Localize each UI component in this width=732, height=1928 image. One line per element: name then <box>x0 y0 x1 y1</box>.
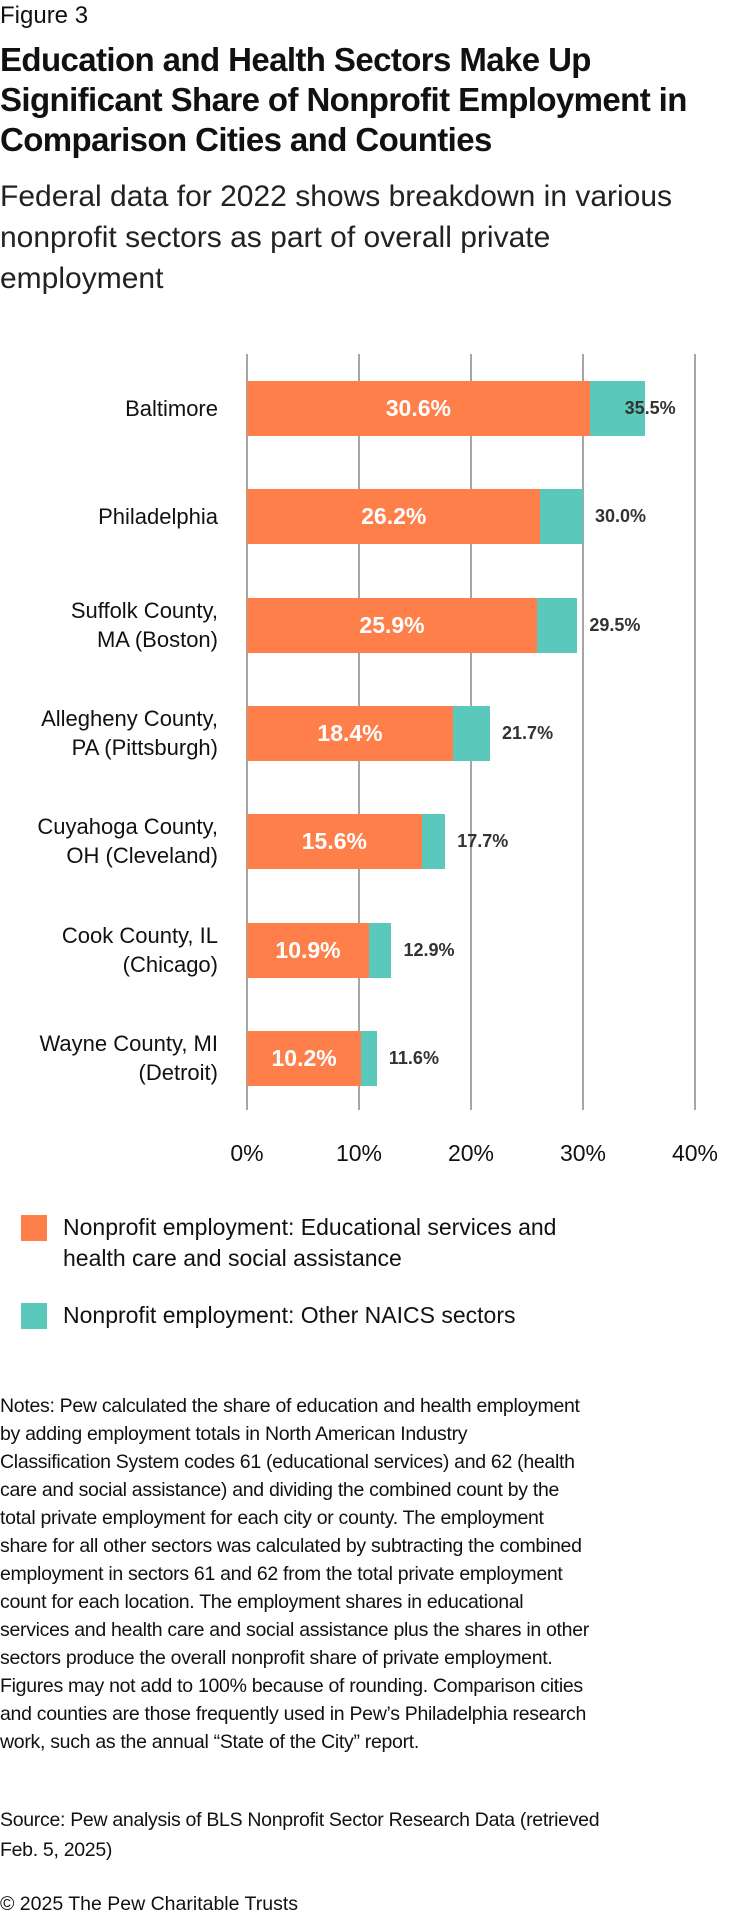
category-label-line: Cuyahoga County, <box>37 814 218 840</box>
gridline <box>582 354 584 1110</box>
bar-value-label: 30.6% <box>385 395 451 421</box>
category-label-line: Allegheny County, <box>41 705 218 731</box>
category-label-line: OH (Cleveland) <box>66 843 218 869</box>
bar-other-sectors <box>421 814 446 870</box>
bar-other-sectors <box>540 489 583 545</box>
legend-swatch <box>21 1303 47 1329</box>
category-label: Cuyahoga County, OH (Cleveland) <box>0 812 218 870</box>
bar-value-label: 10.9% <box>275 936 341 963</box>
legend-swatch <box>21 1215 47 1241</box>
notes-line: employment in sectors 61 and 62 from the… <box>0 1563 563 1585</box>
legend-label-line: Nonprofit employment: Other NAICS sector… <box>63 1302 516 1328</box>
bar-education-health <box>247 705 454 761</box>
bar-education-health <box>247 489 541 545</box>
category-label-line: Philadelphia <box>98 503 218 529</box>
figure-label: Figure 3 <box>0 2 89 29</box>
legend-label: Nonprofit employment: Other NAICS sector… <box>63 1300 703 1331</box>
notes-line: and counties are those frequently used i… <box>0 1703 586 1725</box>
source-line: Feb. 5, 2025) <box>0 1839 113 1861</box>
notes-line: work, such as the annual “State of the C… <box>0 1731 420 1753</box>
category-label-line: (Detroit) <box>138 1059 218 1085</box>
x-tick-label: 40% <box>671 1140 719 1166</box>
x-tick-label: 20% <box>447 1140 495 1166</box>
notes-line: Notes: Pew calculated the share of educa… <box>0 1395 580 1417</box>
notes-line: care and social assistance) and dividing… <box>0 1479 560 1501</box>
notes-line: by adding employment totals in North Ame… <box>0 1423 468 1445</box>
category-label-line: PA (Pittsburgh) <box>71 734 218 760</box>
bar-value-label: 15.6% <box>301 828 367 855</box>
bar-other-sectors <box>361 1030 377 1086</box>
total-value-label: 17.7% <box>457 831 509 852</box>
category-label-line: Baltimore <box>125 395 218 421</box>
total-value-label: 29.5% <box>589 614 641 635</box>
source-line: Source: Pew analysis of BLS Nonprofit Se… <box>0 1809 600 1831</box>
x-tick-label: 0% <box>230 1140 264 1166</box>
bar-other-sectors <box>453 705 491 761</box>
notes-line: Classification System codes 61 (educatio… <box>0 1451 575 1473</box>
notes-line: count for each location. The employment … <box>0 1591 524 1613</box>
legend-label: Nonprofit employment: Educational servic… <box>63 1212 703 1274</box>
category-label: Wayne County, MI (Detroit) <box>0 1029 218 1087</box>
category-label: Baltimore <box>0 394 218 423</box>
category-label: Philadelphia <box>0 502 218 531</box>
notes-line: sectors produce the overall nonprofit sh… <box>0 1647 553 1669</box>
total-value-label: 35.5% <box>624 398 676 418</box>
bar-other-sectors <box>537 597 578 653</box>
category-label-line: Suffolk County, <box>70 597 218 623</box>
bar-value-label: 18.4% <box>317 719 383 746</box>
category-label-line: Wayne County, MI <box>39 1030 218 1056</box>
total-value-label: 21.7% <box>502 722 554 743</box>
category-label: Suffolk County, MA (Boston) <box>0 596 218 654</box>
bar-education-health <box>247 597 538 653</box>
chart-title: Education and Health Sectors Make Up Sig… <box>0 41 687 158</box>
chart-subtitle: Federal data for 2022 shows breakdown in… <box>0 180 673 295</box>
bar-education-health <box>247 1030 362 1086</box>
bar-value-label: 25.9% <box>359 611 425 638</box>
category-label: Cook County, IL (Chicago) <box>0 921 218 979</box>
category-label-line: MA (Boston) <box>96 626 218 652</box>
legend-label-line: Nonprofit employment: Educational servic… <box>63 1214 557 1240</box>
bar-value-label: 10.2% <box>271 1044 337 1071</box>
category-label-line: Cook County, IL <box>61 922 218 948</box>
category-label: Allegheny County, PA (Pittsburgh) <box>0 704 218 762</box>
copyright: © 2025 The Pew Charitable Trusts <box>0 1893 298 1915</box>
notes-line: Figures may not add to 100% because of r… <box>0 1675 583 1697</box>
bar-other-sectors <box>589 381 645 436</box>
gridline <box>694 354 696 1110</box>
notes-line: services and health care and social assi… <box>0 1619 589 1641</box>
notes-line: share for all other sectors was calculat… <box>0 1535 582 1557</box>
notes-line: total private employment for each city o… <box>0 1507 544 1529</box>
x-tick-label: 10% <box>335 1140 383 1166</box>
bar-education-health <box>247 922 370 978</box>
total-value-label: 11.6% <box>388 1047 439 1068</box>
source-note: Source: Pew analysis of BLS Nonprofit Se… <box>0 1805 600 1865</box>
bar-other-sectors <box>369 922 392 978</box>
bar-value-label: 26.2% <box>361 503 427 530</box>
bar-chart: 0% 10% 20% 30% 40% Baltimore 30.6% 35.5% Philade… <box>0 340 732 1200</box>
legend-label-line: health care and social assistance <box>63 1245 402 1271</box>
total-value-label: 30.0% <box>595 506 647 527</box>
notes: Notes: Pew calculated the share of educa… <box>0 1392 589 1756</box>
x-tick-label: 30% <box>559 1140 607 1166</box>
category-label-line: (Chicago) <box>122 951 218 977</box>
bar-education-health <box>247 381 590 436</box>
bar-education-health <box>247 814 422 870</box>
total-value-label: 12.9% <box>403 939 455 960</box>
